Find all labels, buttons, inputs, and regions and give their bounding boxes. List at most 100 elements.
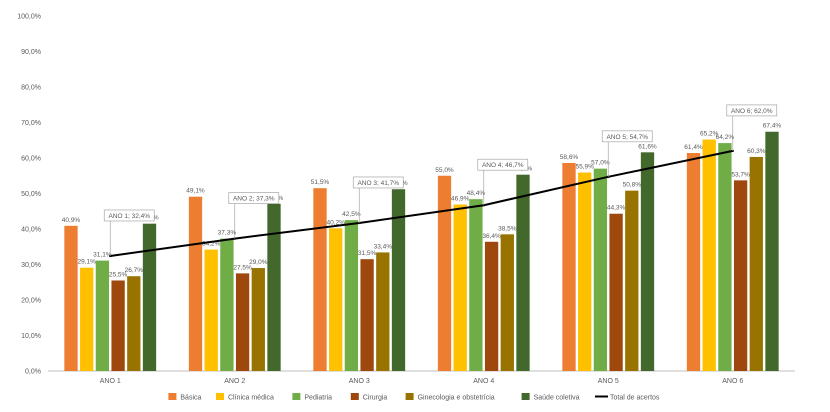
bar-value-label: 27,5% (233, 264, 252, 271)
x-tick-label: ANO 4 (473, 378, 494, 385)
bar-value-label: 44,3% (607, 205, 626, 212)
bar (376, 252, 390, 371)
callout-label: ANO 1; 32,4% (108, 213, 150, 220)
bar (686, 153, 701, 371)
bar (765, 131, 779, 371)
bar-value-label: 34,2% (202, 241, 221, 248)
bar-value-label: 61,6% (638, 143, 657, 150)
bar (267, 203, 281, 371)
bar (484, 241, 499, 371)
callout-box (601, 130, 653, 143)
legend-label: Pediatria (304, 395, 332, 402)
bar-value-label: 61,4% (684, 144, 703, 151)
y-tick-label: 70,0% (21, 120, 41, 127)
callout-label: ANO 3; 41,7% (357, 180, 399, 187)
bar-value-label: 36,4% (482, 233, 501, 240)
legend-label: Clínica médica (228, 395, 274, 402)
bar (251, 268, 265, 371)
legend-label: Total de acertos (610, 395, 660, 402)
legend-swatch (521, 393, 530, 400)
callout-label: ANO 6; 62,0% (731, 108, 773, 115)
bar (127, 276, 141, 371)
bar-value-label: 57,0% (591, 160, 610, 167)
bar-value-label: 58,6% (560, 154, 579, 161)
legend-swatch (292, 393, 301, 400)
legend-label: Saúde coletiva (534, 395, 580, 402)
bar-labels: 40,9% 49,1% 51,5% 55,0% 58,6% 61,4% 29,1% 34,2%… (62, 123, 782, 279)
callout-box (103, 209, 155, 222)
callout-box (726, 104, 778, 117)
bar (578, 172, 592, 371)
y-tick-label: 90,0% (21, 49, 41, 56)
bar (188, 196, 203, 371)
y-tick-label: 20,0% (21, 298, 41, 305)
callout-box (477, 158, 529, 171)
x-tick-label: ANO 6 (722, 378, 743, 385)
bar-value-label: 42,5% (342, 211, 361, 218)
bar (562, 162, 576, 371)
bar (391, 189, 406, 371)
bar-value-label: 37,3% (218, 230, 237, 237)
legend-swatch (168, 393, 177, 400)
bar-value-label: 51,5% (311, 179, 330, 186)
bar (142, 223, 157, 371)
bar (313, 188, 327, 371)
total-line-path (110, 149, 733, 257)
callout-label: ANO 5; 54,7% (606, 134, 648, 141)
x-tick-label: ANO 2 (224, 378, 245, 385)
legend: Básica Clínica médica Pediatria Cirurgia Gin… (168, 393, 660, 402)
bar (516, 174, 530, 371)
legend-label: Básica (180, 395, 201, 402)
bar-value-label: 40,2% (326, 219, 345, 226)
bar-value-label: 25,5% (109, 271, 128, 278)
x-axis: ANO 1 ANO 2 ANO 3 ANO 4 ANO 5 ANO 6 (48, 370, 795, 385)
bar-value-label: 55,0% (435, 167, 454, 174)
y-tick-label: 0,0% (25, 369, 41, 376)
y-tick-label: 10,0% (21, 333, 41, 340)
legend-label: Cirurgia (363, 395, 388, 402)
y-tick-label: 50,0% (21, 191, 41, 198)
bar-value-label: 38,5% (498, 225, 517, 232)
bar-value-label: 49,1% (186, 188, 205, 195)
bar-value-label: 50,8% (623, 182, 642, 189)
bar (80, 267, 94, 371)
y-tick-label: 60,0% (21, 156, 41, 163)
callout-label: ANO 4; 46,7% (482, 162, 524, 169)
bar-value-label: 26,7% (125, 267, 144, 274)
bar-value-label: 48,4% (467, 190, 486, 197)
bar (718, 143, 732, 371)
bar-value-label: 31,5% (358, 250, 377, 257)
bar-value-label: 65,2% (700, 131, 719, 138)
y-tick-label: 100,0% (17, 14, 41, 21)
bar-value-label: 53,7% (731, 171, 750, 178)
legend-label: Ginecologia e obstetrícia (418, 395, 495, 402)
bar (437, 175, 452, 371)
bar (235, 273, 250, 371)
bar-value-label: 67,4% (763, 123, 782, 130)
bar (640, 152, 655, 371)
callout-label: ANO 2; 37,3% (233, 196, 275, 203)
callout-box (228, 192, 280, 204)
bar (469, 199, 483, 371)
bar (625, 190, 639, 371)
bar (453, 204, 467, 371)
bar (609, 213, 623, 371)
bar-value-label: 33,4% (374, 243, 393, 250)
bar-value-label: 29,1% (77, 259, 96, 266)
bar (749, 156, 763, 371)
y-axis: 0,0% 10,0% 20,0% 30,0% 40,0% 50,0% 60,0% 70,0% 8… (17, 14, 41, 376)
bar (733, 180, 748, 371)
bar (329, 228, 343, 371)
bar (360, 259, 374, 371)
legend-swatch (350, 393, 359, 400)
bar-value-label: 55,9% (575, 164, 594, 171)
bar-value-label: 29,0% (249, 259, 268, 266)
legend-swatch (216, 393, 224, 400)
bar-value-label: 46,9% (451, 196, 470, 203)
bar (64, 225, 78, 371)
bar (220, 238, 234, 371)
bars (64, 131, 779, 371)
y-tick-label: 80,0% (21, 85, 41, 92)
legend-swatch (405, 393, 414, 400)
callouts: ANO 1; 32,4% ANO 2; 37,3% ANO 3; 41,7% ANO … (103, 104, 778, 256)
